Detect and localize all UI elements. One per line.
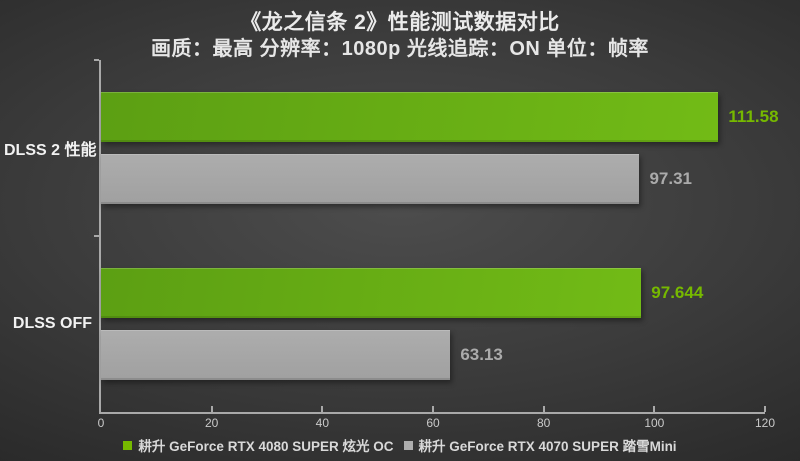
value-label: 97.31 <box>649 169 692 188</box>
x-axis-tick <box>542 406 545 412</box>
bar-green <box>101 92 719 142</box>
plot-area: 111.58 97.31 DLSS 2 性能 97.644 63.13 DLSS OFF 0… <box>4 59 779 430</box>
x-axis-tick <box>764 406 766 412</box>
page-subtitle: 画质：最高 分辨率：1080p 光线追踪：ON 单位：帧率 <box>151 38 649 60</box>
bar-gray <box>101 330 451 380</box>
x-axis-tick-label: 80 <box>536 416 551 430</box>
x-axis-tick-label: 40 <box>315 416 329 430</box>
page-title: 《龙之信条 2》性能测试数据对比 <box>240 11 560 34</box>
x-axis-tick <box>321 406 324 412</box>
value-label: 97.644 <box>651 283 704 302</box>
legend-marker-gray-icon <box>403 440 413 450</box>
legend-label: 耕升 GeForce RTX 4080 SUPER 炫光 OC <box>138 439 394 454</box>
value-label: 63.13 <box>460 345 503 364</box>
legend-item: 耕升 GeForce RTX 4070 SUPER 踏雪Mini <box>403 435 677 455</box>
legend: 耕升 GeForce RTX 4080 SUPER 炫光 OC 耕升 GeForc… <box>0 435 800 455</box>
category-label: DLSS 2 性能 <box>4 142 97 159</box>
x-axis-tick-label: 60 <box>426 416 440 430</box>
legend-marker-green-icon <box>123 440 133 450</box>
x-axis-tick <box>653 406 656 412</box>
x-axis-tick-label: 100 <box>644 416 665 430</box>
y-axis-tick <box>94 235 99 237</box>
x-axis-tick-label: 120 <box>754 416 776 430</box>
x-axis-tick-label: 0 <box>97 416 105 430</box>
y-axis-tick <box>94 59 99 61</box>
legend-label: 耕升 GeForce RTX 4070 SUPER 踏雪Mini <box>418 439 677 454</box>
x-axis-tick <box>432 406 434 412</box>
bar-green <box>101 268 642 318</box>
legend-item: 耕升 GeForce RTX 4080 SUPER 炫光 OC <box>123 435 394 455</box>
value-label: 111.58 <box>728 107 779 126</box>
x-axis-tick <box>210 406 213 412</box>
x-axis-tick-label: 20 <box>204 416 219 430</box>
bar-gray <box>101 154 640 204</box>
category-label: DLSS OFF <box>12 315 92 332</box>
